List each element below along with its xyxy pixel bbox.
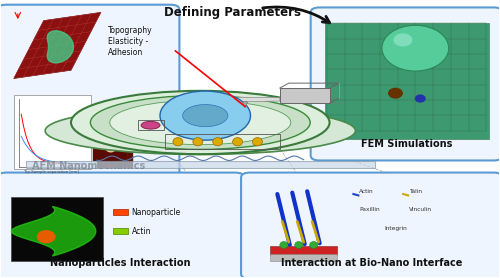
Ellipse shape bbox=[141, 121, 160, 129]
Text: Actin: Actin bbox=[360, 189, 374, 194]
Ellipse shape bbox=[110, 100, 291, 145]
Polygon shape bbox=[14, 13, 101, 78]
Ellipse shape bbox=[388, 88, 403, 99]
Ellipse shape bbox=[252, 138, 262, 146]
Bar bbox=[114, 208, 128, 215]
Ellipse shape bbox=[212, 138, 222, 146]
Ellipse shape bbox=[280, 242, 288, 249]
Text: AFM Nanomechanics: AFM Nanomechanics bbox=[32, 161, 145, 171]
Polygon shape bbox=[238, 97, 280, 102]
Ellipse shape bbox=[71, 91, 330, 154]
Ellipse shape bbox=[173, 138, 183, 146]
Ellipse shape bbox=[45, 107, 356, 155]
FancyBboxPatch shape bbox=[241, 173, 500, 278]
FancyBboxPatch shape bbox=[310, 8, 500, 160]
Bar bbox=[166, 134, 280, 150]
Text: Tip-Sample separation [nm]: Tip-Sample separation [nm] bbox=[24, 170, 78, 174]
Text: Paxillin: Paxillin bbox=[360, 207, 380, 212]
Ellipse shape bbox=[415, 95, 426, 103]
Text: Elasticity -: Elasticity - bbox=[108, 37, 148, 46]
Text: Topography: Topography bbox=[108, 26, 153, 35]
Ellipse shape bbox=[382, 25, 448, 71]
Text: Vinculin: Vinculin bbox=[409, 207, 432, 212]
Ellipse shape bbox=[90, 96, 310, 149]
Polygon shape bbox=[242, 102, 248, 107]
Polygon shape bbox=[47, 31, 74, 63]
Text: Integrin: Integrin bbox=[384, 226, 407, 231]
FancyBboxPatch shape bbox=[0, 5, 180, 182]
Ellipse shape bbox=[106, 144, 116, 153]
Ellipse shape bbox=[394, 33, 412, 46]
Bar bbox=[270, 254, 337, 261]
Text: ✦: ✦ bbox=[142, 129, 148, 135]
Bar bbox=[270, 246, 337, 255]
Text: Talin: Talin bbox=[409, 189, 422, 194]
Bar bbox=[280, 88, 330, 103]
FancyBboxPatch shape bbox=[0, 173, 244, 278]
Ellipse shape bbox=[193, 138, 203, 146]
Text: Actin: Actin bbox=[132, 227, 151, 236]
Ellipse shape bbox=[295, 242, 302, 249]
Text: Defining Parameters: Defining Parameters bbox=[164, 6, 301, 19]
Text: FEM Simulations: FEM Simulations bbox=[361, 139, 452, 149]
Bar bbox=[114, 228, 128, 234]
Text: Interaction at Bio-Nano Interface: Interaction at Bio-Nano Interface bbox=[281, 258, 462, 268]
Bar bbox=[26, 161, 375, 168]
Bar bbox=[94, 132, 127, 161]
Ellipse shape bbox=[182, 105, 228, 127]
Ellipse shape bbox=[232, 138, 242, 146]
Bar bbox=[12, 197, 104, 262]
Text: Nanoparticles Interaction: Nanoparticles Interaction bbox=[50, 258, 191, 268]
Ellipse shape bbox=[36, 230, 56, 243]
Text: Nanoparticle: Nanoparticle bbox=[132, 208, 181, 217]
Ellipse shape bbox=[310, 242, 318, 249]
Bar bbox=[138, 120, 164, 130]
Bar bbox=[324, 23, 488, 139]
Polygon shape bbox=[12, 207, 96, 256]
Bar bbox=[97, 145, 132, 168]
Bar bbox=[130, 120, 160, 146]
Bar bbox=[14, 95, 91, 169]
Text: Adhesion: Adhesion bbox=[108, 48, 144, 57]
Ellipse shape bbox=[160, 91, 250, 140]
